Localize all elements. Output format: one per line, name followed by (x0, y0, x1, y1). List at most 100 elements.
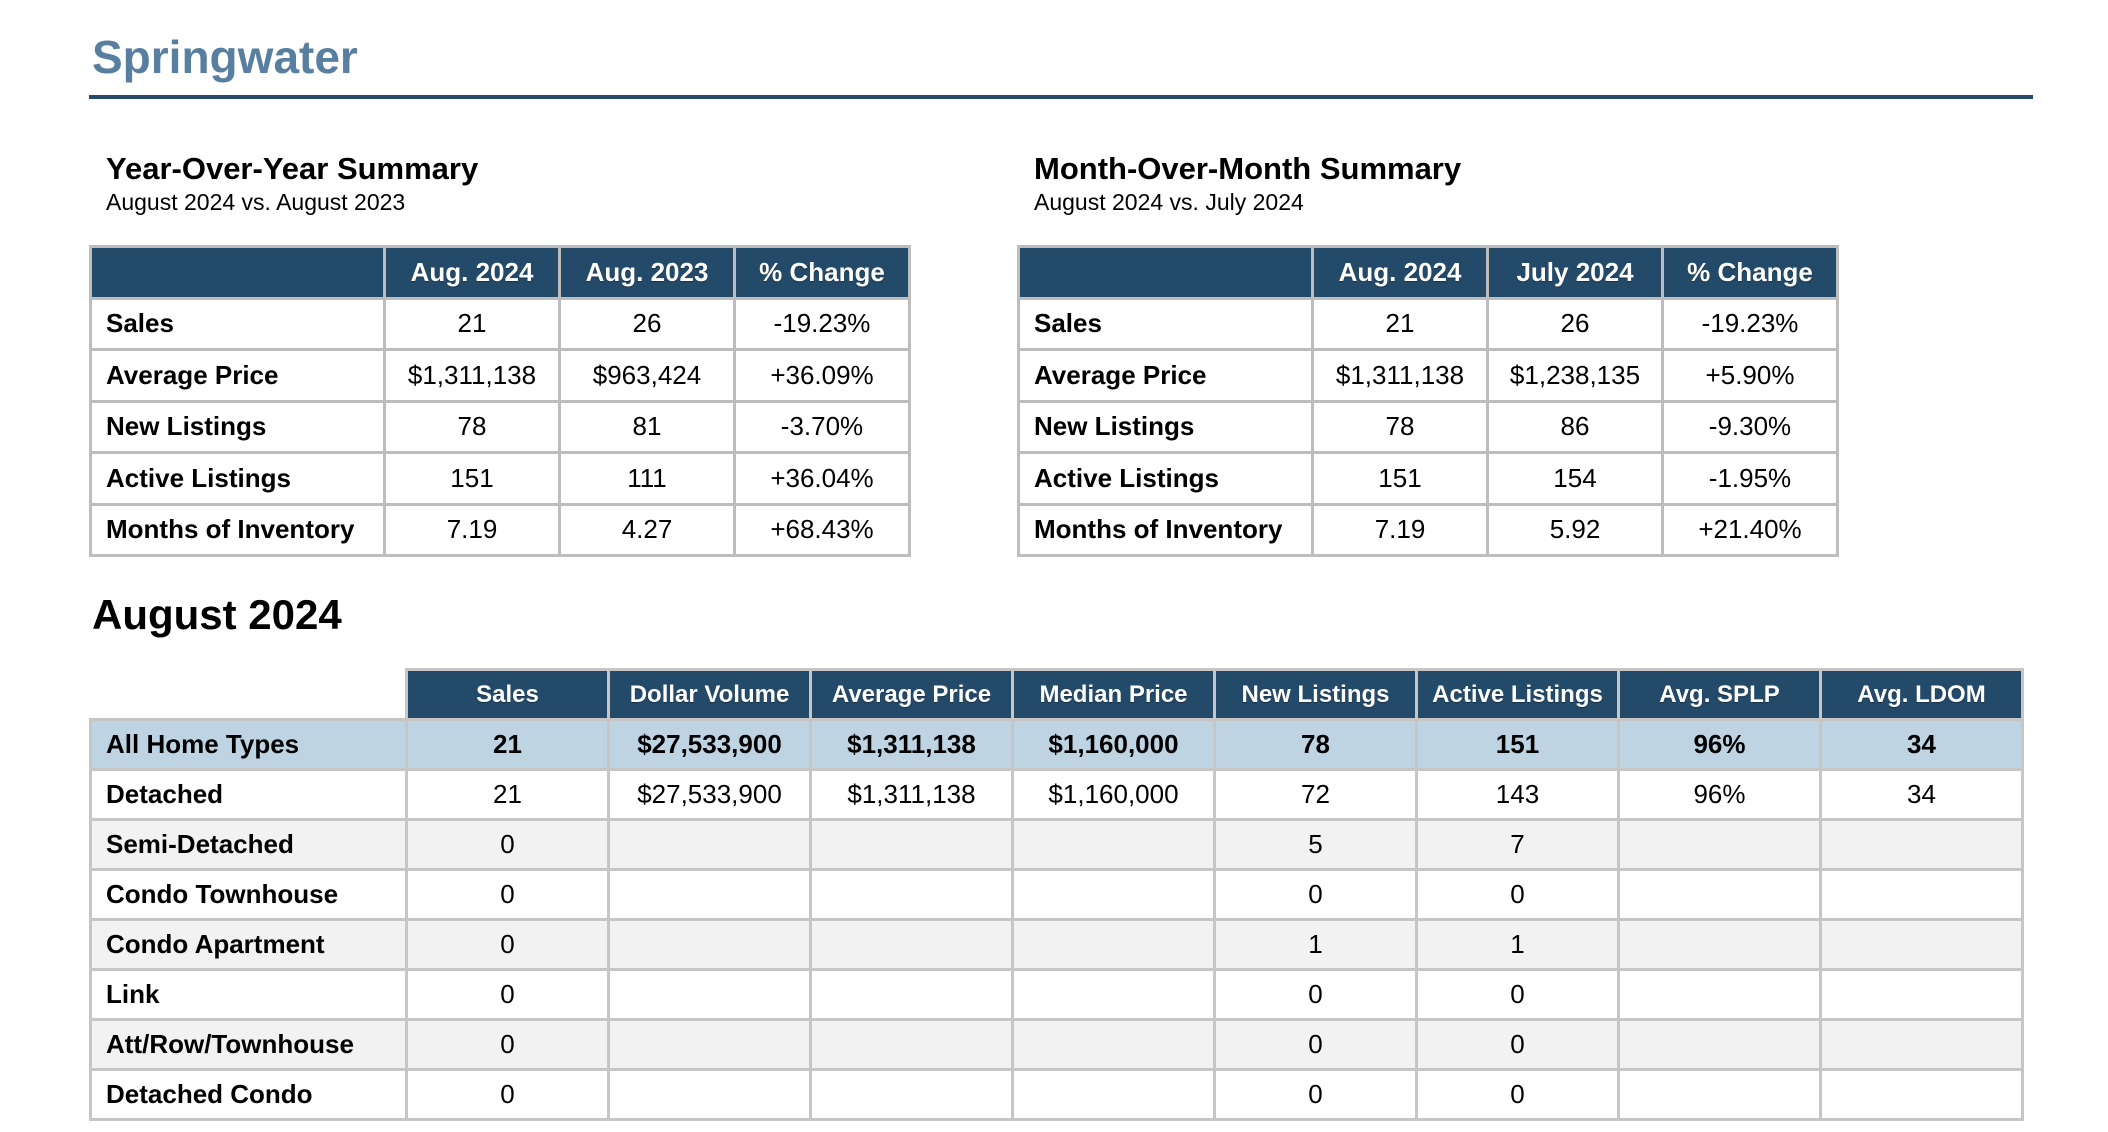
table-row: Semi-Detached 0 5 7 (89, 818, 2024, 871)
table-cell (809, 868, 1014, 921)
yoy-row-active-listings: Active Listings 151 111 +36.04% (89, 451, 911, 506)
table-cell (1617, 968, 1822, 1021)
table-cell: 78 (1311, 399, 1489, 454)
table-cell: 151 (383, 451, 561, 506)
row-label: Sales (1017, 296, 1314, 351)
table-cell (1819, 868, 2024, 921)
table-cell: 0 (405, 818, 610, 871)
mom-col-header: % Change (1661, 245, 1839, 300)
table-cell (1819, 1018, 2024, 1071)
table-cell: 0 (1213, 968, 1418, 1021)
table-cell: $1,160,000 (1011, 768, 1216, 821)
table-cell: 0 (405, 968, 610, 1021)
row-label: Att/Row/Townhouse (89, 1018, 408, 1071)
table-row: Condo Townhouse 0 0 0 (89, 868, 2024, 921)
yoy-table: Aug. 2024 Aug. 2023 % Change Sales 21 26… (89, 245, 911, 557)
monthly-heading: August 2024 (92, 591, 342, 638)
row-label: All Home Types (89, 718, 408, 771)
table-cell (1819, 818, 2024, 871)
table-cell: 7 (1415, 818, 1620, 871)
yoy-row-new-listings: New Listings 78 81 -3.70% (89, 399, 911, 454)
row-label: Active Listings (89, 451, 386, 506)
yoy-row-sales: Sales 21 26 -19.23% (89, 296, 911, 351)
table-cell: 78 (1213, 718, 1418, 771)
table-cell: 0 (1415, 868, 1620, 921)
table-cell: 5.92 (1486, 502, 1664, 557)
mom-subheading: August 2024 vs. July 2024 (1034, 189, 1304, 215)
yoy-row-average-price: Average Price $1,311,138 $963,424 +36.09… (89, 348, 911, 403)
table-cell: 78 (383, 399, 561, 454)
row-label: Average Price (89, 348, 386, 403)
table-cell: 0 (1415, 968, 1620, 1021)
table-cell: 7.19 (1311, 502, 1489, 557)
monthly-col-header: Dollar Volume (607, 668, 812, 721)
table-cell: 0 (405, 918, 610, 971)
mom-row-new-listings: New Listings 78 86 -9.30% (1017, 399, 1839, 454)
monthly-corner-cell (90, 669, 407, 721)
mom-row-average-price: Average Price $1,311,138 $1,238,135 +5.9… (1017, 348, 1839, 403)
table-cell (809, 918, 1014, 971)
table-cell: 72 (1213, 768, 1418, 821)
table-row: Link 0 0 0 (89, 968, 2024, 1021)
monthly-col-header: Avg. LDOM (1819, 668, 2024, 721)
yoy-subheading: August 2024 vs. August 2023 (106, 189, 406, 215)
table-cell: 21 (405, 718, 610, 771)
table-cell: +36.04% (733, 451, 911, 506)
row-label: New Listings (89, 399, 386, 454)
table-row: All Home Types 21 $27,533,900 $1,311,138… (89, 718, 2024, 771)
table-cell: 0 (1213, 868, 1418, 921)
table-cell: 21 (405, 768, 610, 821)
table-cell: 0 (1415, 1018, 1620, 1071)
monthly-col-header: Avg. SPLP (1617, 668, 1822, 721)
table-cell: -19.23% (733, 296, 911, 351)
table-cell (607, 868, 812, 921)
table-cell (1617, 918, 1822, 971)
table-cell (809, 818, 1014, 871)
mom-row-sales: Sales 21 26 -19.23% (1017, 296, 1839, 351)
table-row: Att/Row/Townhouse 0 0 0 (89, 1018, 2024, 1071)
table-cell: 96% (1617, 718, 1822, 771)
table-cell: 1 (1213, 918, 1418, 971)
monthly-col-header: Sales (405, 668, 610, 721)
table-cell (607, 918, 812, 971)
yoy-header-row: Aug. 2024 Aug. 2023 % Change (89, 245, 911, 300)
mom-table: Aug. 2024 July 2024 % Change Sales 21 26… (1017, 245, 1839, 557)
yoy-heading: Year-Over-Year Summary (106, 151, 479, 186)
monthly-header-row: Sales Dollar Volume Average Price Median… (90, 668, 2024, 721)
table-cell (607, 818, 812, 871)
table-row: Condo Apartment 0 1 1 (89, 918, 2024, 971)
table-cell: $27,533,900 (607, 718, 812, 771)
table-cell (607, 1068, 812, 1121)
row-label: Link (89, 968, 408, 1021)
monthly-col-header: Active Listings (1415, 668, 1620, 721)
table-cell (809, 968, 1014, 1021)
table-row: Detached 21 $27,533,900 $1,311,138 $1,16… (89, 768, 2024, 821)
table-cell: 34 (1819, 718, 2024, 771)
table-cell: -9.30% (1661, 399, 1839, 454)
table-cell: 151 (1415, 718, 1620, 771)
row-label: Average Price (1017, 348, 1314, 403)
yoy-corner-cell (89, 245, 386, 300)
table-cell (607, 1018, 812, 1071)
table-cell: 143 (1415, 768, 1620, 821)
table-cell: -3.70% (733, 399, 911, 454)
table-cell: 4.27 (558, 502, 736, 557)
table-cell: 21 (383, 296, 561, 351)
monthly-col-header: Average Price (809, 668, 1014, 721)
yoy-col-header: Aug. 2023 (558, 245, 736, 300)
table-cell: 34 (1819, 768, 2024, 821)
table-cell (1819, 1068, 2024, 1121)
table-cell: 111 (558, 451, 736, 506)
row-label: Detached (89, 768, 408, 821)
table-cell: $1,238,135 (1486, 348, 1664, 403)
table-cell: 5 (1213, 818, 1418, 871)
table-cell (1011, 1068, 1216, 1121)
monthly-col-header: Median Price (1011, 668, 1216, 721)
row-label: New Listings (1017, 399, 1314, 454)
table-cell (809, 1068, 1014, 1121)
table-cell: $1,160,000 (1011, 718, 1216, 771)
table-cell: 0 (405, 868, 610, 921)
table-cell: 0 (1415, 1068, 1620, 1121)
row-label: Condo Townhouse (89, 868, 408, 921)
mom-row-active-listings: Active Listings 151 154 -1.95% (1017, 451, 1839, 506)
